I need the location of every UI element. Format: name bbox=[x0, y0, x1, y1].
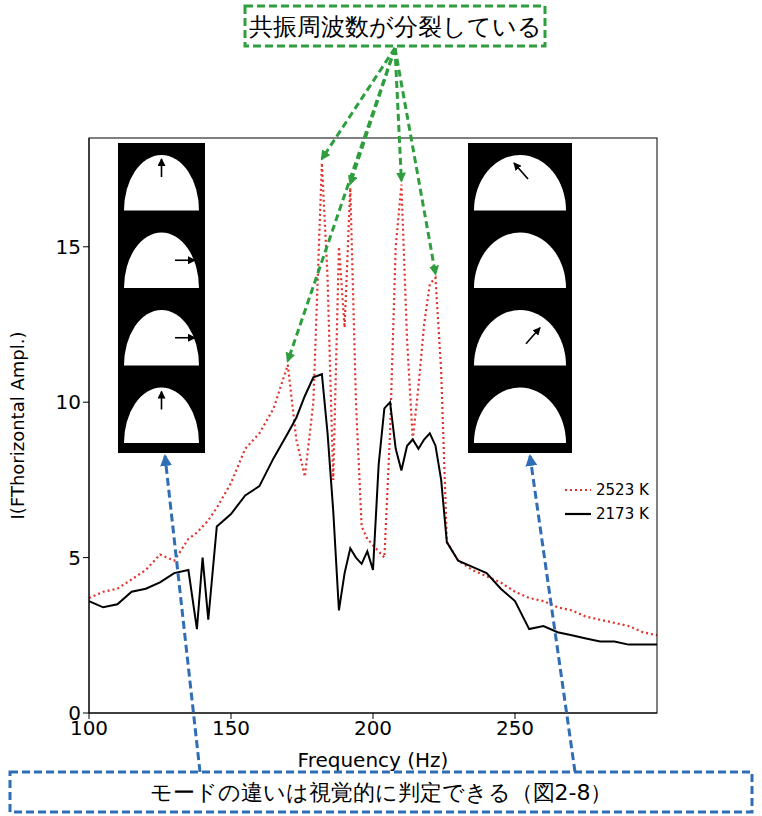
svg-text:150: 150 bbox=[212, 716, 250, 740]
svg-text:200: 200 bbox=[354, 716, 392, 740]
svg-text:5: 5 bbox=[68, 546, 81, 570]
svg-text:100: 100 bbox=[69, 716, 109, 741]
svg-text:0: 0 bbox=[68, 701, 81, 725]
svg-text:10: 10 bbox=[56, 390, 81, 414]
html-text:2523 K: 2523 K bbox=[596, 481, 649, 499]
svg-text:15: 15 bbox=[56, 235, 81, 259]
html-text:2173 K: 2173 K bbox=[596, 505, 649, 523]
svg-text:モードの違いは視覚的に判定できる（図2-8）: モードの違いは視覚的に判定できる（図2-8） bbox=[150, 780, 613, 805]
svg-text:250: 250 bbox=[496, 716, 534, 740]
svg-text:I(FThorizontal Ampl.): I(FThorizontal Ampl.) bbox=[7, 332, 28, 520]
svg-text:Frequency (Hz): Frequency (Hz) bbox=[298, 748, 449, 772]
svg-text:共振周波数が分裂している: 共振周波数が分裂している bbox=[249, 13, 542, 41]
